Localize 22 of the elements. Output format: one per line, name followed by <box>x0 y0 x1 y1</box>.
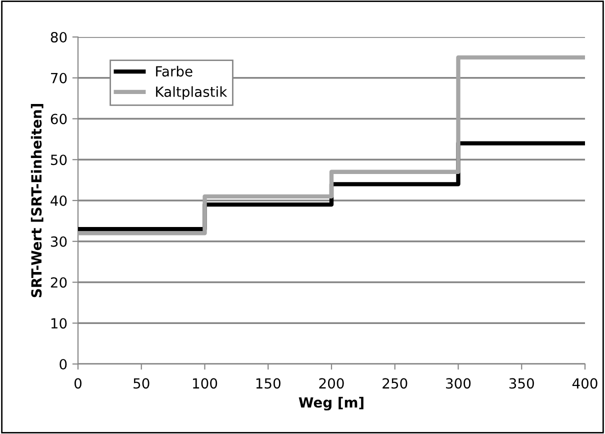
y-axis-title: SRT-Wert [SRT-Einheiten] <box>30 104 44 298</box>
x-tick-label: 100 <box>193 378 218 389</box>
x-tick-label: 200 <box>319 378 344 389</box>
x-tick-label: 300 <box>446 378 471 389</box>
x-axis-title: Weg [m] <box>298 396 364 410</box>
y-tick-label: 10 <box>51 318 67 329</box>
y-tick-label: 30 <box>50 236 67 247</box>
legend-label: Kaltplastik <box>156 86 228 100</box>
y-tick-label: 20 <box>50 277 67 288</box>
y-tick-label: 70 <box>51 72 67 84</box>
y-tick-label: 60 <box>50 114 67 124</box>
y-tick-label: 80 <box>50 32 67 42</box>
legend-label: Farbe <box>156 66 192 77</box>
x-tick-label: 150 <box>256 378 280 389</box>
x-tick-label: 400 <box>572 378 598 389</box>
y-tick-label: 40 <box>50 195 67 206</box>
y-tick-label: 0 <box>60 358 67 370</box>
x-tick-label: 350 <box>509 378 534 389</box>
y-tick-label: 50 <box>50 154 67 166</box>
x-tick-label: 50 <box>134 378 150 389</box>
x-tick-label: 250 <box>382 378 408 389</box>
x-tick-label: 0 <box>74 378 82 389</box>
